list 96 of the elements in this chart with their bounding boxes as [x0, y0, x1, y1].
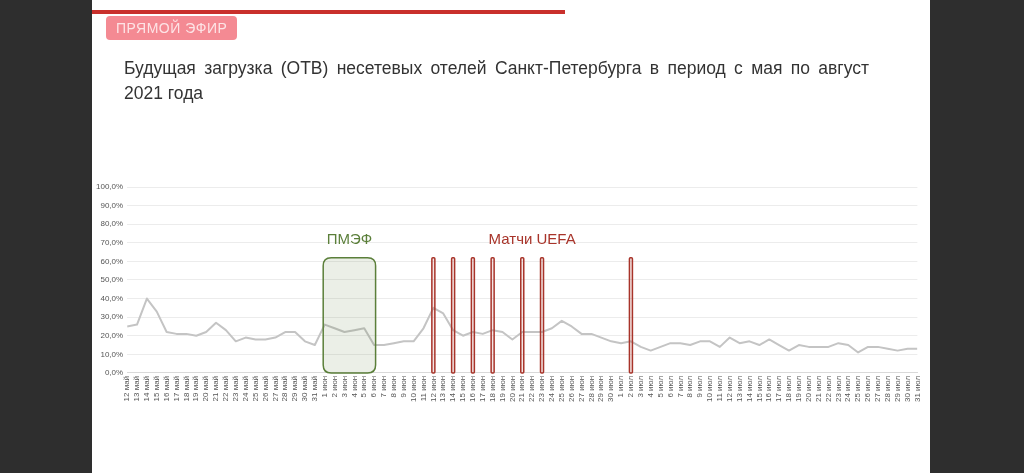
x-tick-label: 14 июл	[744, 375, 754, 403]
y-tick-label: 90,0%	[100, 200, 124, 210]
x-tick-label: 30 июл	[902, 375, 912, 403]
y-tick-label: 60,0%	[100, 256, 124, 266]
x-tick-label: 13 май	[132, 375, 142, 402]
y-tick-label: 100,0%	[95, 182, 124, 192]
x-tick-label: 27 июн	[576, 375, 586, 402]
x-tick-label: 17 май	[171, 375, 181, 402]
x-tick-label: 16 май	[161, 375, 171, 402]
x-tick-label: 18 июн	[487, 375, 497, 402]
x-tick-label: 15 июл	[754, 375, 764, 403]
x-tick-label: 30 июн	[606, 375, 616, 402]
x-tick-label: 9 июл	[695, 375, 705, 398]
x-tick-label: 2 июл	[626, 375, 636, 398]
x-tick-label: 7 июн	[379, 375, 389, 398]
x-tick-label: 6 июл	[665, 375, 675, 398]
x-tick-label: 16 июн	[468, 375, 478, 402]
x-tick-label: 25 июл	[853, 375, 863, 403]
x-tick-label: 11 июн	[418, 375, 428, 402]
x-tick-label: 21 май	[211, 375, 221, 402]
x-tick-label: 30 май	[300, 375, 310, 402]
x-tick-label: 24 май	[240, 375, 250, 402]
x-tick-label: 24 июл	[843, 375, 853, 403]
x-tick-label: 14 июн	[448, 375, 458, 402]
y-tick-label: 30,0%	[100, 312, 124, 322]
x-tick-label: 27 май	[270, 375, 280, 402]
x-tick-label: 8 июл	[685, 375, 695, 398]
x-tick-label: 10 июл	[705, 375, 715, 403]
y-tick-label: 40,0%	[100, 293, 124, 303]
x-tick-label: 28 май	[280, 375, 290, 402]
x-tick-label: 4 июл	[645, 375, 655, 398]
x-tick-label: 20 май	[201, 375, 211, 402]
x-tick-label: 9 июн	[398, 375, 408, 398]
x-tick-label: 26 июн	[566, 375, 576, 402]
y-tick-label: 0,0%	[104, 368, 124, 378]
x-tick-label: 21 июн	[517, 375, 527, 402]
x-tick-label: 4 июн	[349, 375, 359, 398]
x-tick-label: 7 июл	[675, 375, 685, 398]
x-tick-label: 14 май	[142, 375, 152, 402]
x-tick-label: 17 июл	[774, 375, 784, 403]
x-tick-label: 18 май	[181, 375, 191, 402]
x-tick-label: 23 июн	[537, 375, 547, 402]
x-tick-label: 1 июн	[319, 375, 329, 398]
x-tick-label: 11 июл	[715, 375, 725, 402]
x-tick-label: 28 июл	[882, 375, 892, 403]
x-tick-label: 26 май	[260, 375, 270, 402]
x-tick-label: 2 июн	[329, 375, 339, 398]
y-tick-label: 20,0%	[100, 330, 124, 340]
x-tick-label: 10 июн	[408, 375, 418, 402]
x-tick-label: 22 июн	[527, 375, 537, 402]
y-tick-label: 10,0%	[100, 349, 124, 359]
x-tick-label: 5 июн	[359, 375, 369, 398]
x-tick-label: 23 май	[231, 375, 240, 402]
x-tick-label: 13 июл	[734, 375, 744, 403]
x-tick-label: 27 июл	[873, 375, 883, 403]
x-tick-label: 16 июл	[764, 375, 774, 403]
x-tick-label: 31 май	[310, 375, 320, 402]
x-tick-label: 19 июл	[794, 375, 804, 403]
y-tick-label: 80,0%	[100, 219, 124, 229]
x-tick-label: 15 май	[151, 375, 161, 402]
x-tick-label: 25 июн	[556, 375, 566, 402]
y-tick-label: 70,0%	[100, 237, 124, 247]
x-tick-label: 12 июл	[724, 375, 734, 403]
x-tick-label: 1 июл	[616, 375, 626, 398]
x-tick-label: 22 июл	[823, 375, 833, 403]
x-tick-label: 3 июл	[636, 375, 646, 398]
text: ПРЯМОЙ ЭФИР	[106, 16, 238, 40]
x-tick-label: 13 июн	[438, 375, 448, 402]
x-tick-label: 25 май	[250, 375, 260, 402]
x-tick-label: 31 июл	[912, 375, 922, 403]
x-tick-label: 8 июн	[389, 375, 399, 398]
x-tick-label: 29 июн	[596, 375, 606, 402]
x-tick-label: 17 июн	[477, 375, 487, 402]
x-tick-label: 18 июл	[784, 375, 794, 403]
x-tick-label: 21 июл	[813, 375, 823, 403]
x-tick-label: 19 май	[191, 375, 201, 402]
x-tick-label: 24 июн	[547, 375, 557, 402]
x-tick-label: 12 июн	[428, 375, 438, 402]
x-tick-label: 15 июн	[458, 375, 468, 402]
annotation: Матчи UEFA	[488, 230, 576, 248]
x-tick-label: 20 июл	[803, 375, 813, 403]
y-tick-label: 50,0%	[100, 275, 124, 285]
x-tick-label: 26 июл	[863, 375, 873, 403]
x-tick-label: 28 июн	[586, 375, 596, 402]
x-tick-label: 3 июн	[339, 375, 349, 398]
x-tick-label: 29 июл	[892, 375, 902, 403]
x-tick-label: 29 май	[290, 375, 300, 402]
x-tick-label: 5 июл	[655, 375, 665, 398]
x-tick-label: 20 июн	[507, 375, 517, 402]
chart-title: Будущая загрузка (ОТВ) несетевых отелей Санкт-Петербурга в период с мая по август 2021 года	[124, 57, 869, 105]
x-tick-label: 6 июн	[369, 375, 379, 398]
x-tick-label: 23 июл	[833, 375, 843, 403]
band-label: ПМЭФ	[326, 230, 373, 248]
x-tick-label: 22 май	[221, 375, 231, 402]
x-tick-label: 12 май	[122, 375, 132, 402]
x-tick-label: 19 июн	[497, 375, 507, 402]
